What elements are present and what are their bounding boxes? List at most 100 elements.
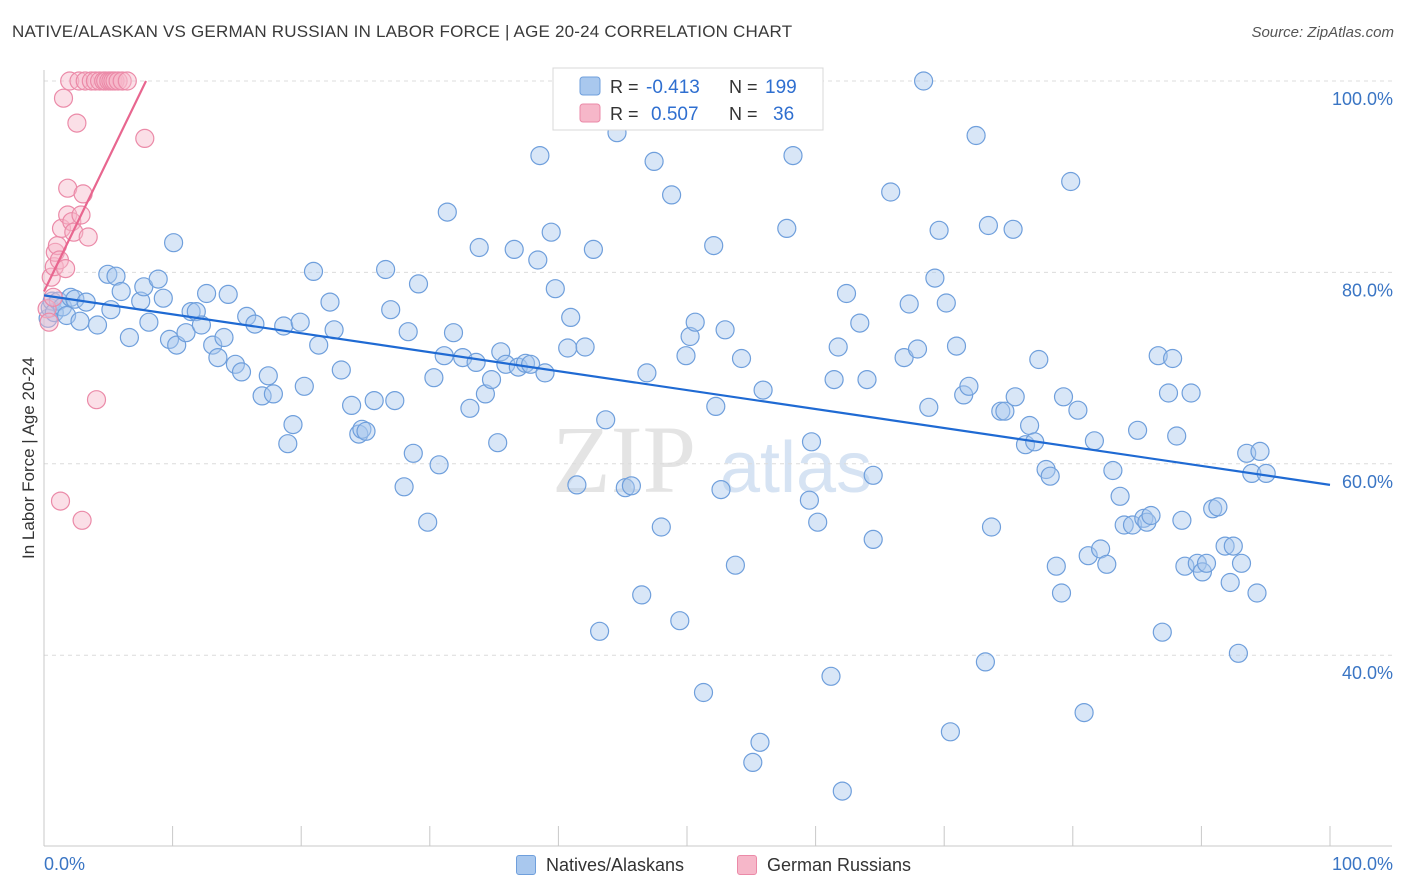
- point-natives-alaskans: [443, 323, 464, 343]
- point-natives-alaskans: [398, 322, 418, 342]
- point-natives-alaskans: [881, 182, 901, 202]
- point-natives-alaskans: [706, 396, 726, 416]
- axes: [43, 70, 1392, 847]
- point-natives-alaskans: [139, 312, 159, 332]
- point-german-russians: [72, 510, 92, 530]
- point-natives-alaskans: [991, 401, 1011, 421]
- point-natives-alaskans: [488, 433, 508, 453]
- point-natives-alaskans: [208, 348, 228, 368]
- point-natives-alaskans: [731, 348, 752, 369]
- point-german-russians: [53, 88, 74, 108]
- point-natives-alaskans: [693, 682, 714, 703]
- point-natives-alaskans: [1084, 431, 1105, 451]
- point-natives-alaskans: [231, 362, 252, 382]
- point-natives-alaskans: [1003, 219, 1023, 239]
- y-tick-label: 40.0%: [1342, 663, 1393, 683]
- point-natives-alaskans: [481, 370, 502, 390]
- point-natives-alaskans: [218, 284, 238, 304]
- point-natives-alaskans: [1250, 441, 1270, 461]
- trend-line-natives-alaskans: [43, 294, 1331, 486]
- point-natives-alaskans: [946, 336, 967, 356]
- point-natives-alaskans: [981, 517, 1002, 537]
- point-natives-alaskans: [936, 293, 956, 313]
- point-natives-alaskans: [919, 397, 939, 417]
- point-german-russians: [50, 491, 71, 511]
- stats-r-label-blue: R =: [610, 77, 639, 97]
- point-natives-alaskans: [567, 475, 587, 495]
- stats-r-value-blue: -0.413: [646, 77, 700, 98]
- point-natives-alaskans: [1005, 387, 1025, 407]
- point-natives-alaskans: [111, 281, 131, 302]
- legend-label-natives-alaskans: Natives/Alaskans: [546, 854, 685, 875]
- x-tick-label-min: 0.0%: [44, 854, 85, 874]
- point-natives-alaskans: [637, 363, 657, 383]
- stats-r-label-pink: R =: [610, 104, 639, 124]
- point-natives-alaskans: [1051, 583, 1072, 603]
- point-natives-alaskans: [263, 384, 283, 404]
- point-natives-alaskans: [725, 555, 746, 575]
- point-natives-alaskans: [408, 274, 429, 294]
- point-natives-alaskans: [907, 339, 928, 359]
- chart-source: Source: ZipAtlas.com: [1251, 24, 1394, 41]
- point-german-russians: [135, 128, 155, 148]
- point-natives-alaskans: [1162, 348, 1183, 369]
- point-natives-alaskans: [583, 239, 604, 259]
- point-natives-alaskans: [1172, 510, 1192, 530]
- point-natives-alaskans: [437, 202, 457, 222]
- point-natives-alaskans: [1208, 497, 1228, 517]
- point-natives-alaskans: [863, 465, 883, 485]
- point-natives-alaskans: [148, 269, 168, 289]
- point-german-russians: [86, 390, 107, 410]
- point-natives-alaskans: [475, 384, 495, 404]
- point-natives-alaskans: [1196, 553, 1217, 573]
- point-natives-alaskans: [331, 360, 351, 380]
- y-tick-label: 100.0%: [1332, 89, 1393, 109]
- y-tick-labels: 40.0% 60.0% 80.0% 100.0%: [1332, 89, 1393, 683]
- stats-n-value-pink: 36: [773, 104, 794, 125]
- point-natives-alaskans: [214, 327, 234, 348]
- trend-line-german-russians: [43, 80, 147, 293]
- point-natives-alaskans: [320, 292, 340, 312]
- point-natives-alaskans: [863, 529, 883, 550]
- point-natives-alaskans: [1223, 536, 1243, 556]
- point-natives-alaskans: [821, 666, 841, 686]
- point-natives-alaskans: [836, 283, 857, 304]
- point-natives-alaskans: [245, 314, 265, 334]
- series-german-russians: [37, 71, 155, 530]
- point-natives-alaskans: [661, 185, 682, 205]
- point-natives-alaskans: [106, 266, 126, 286]
- point-natives-alaskans: [203, 335, 223, 355]
- point-natives-alaskans: [828, 337, 848, 357]
- point-natives-alaskans: [743, 752, 763, 773]
- legend-item-german-russians: German Russians: [737, 852, 911, 878]
- point-natives-alaskans: [376, 259, 396, 280]
- point-german-russians: [112, 71, 132, 91]
- stats-n-label-blue: N =: [729, 77, 758, 97]
- point-natives-alaskans: [466, 352, 486, 372]
- point-natives-alaskans: [899, 294, 919, 314]
- point-natives-alaskans: [418, 512, 438, 532]
- point-natives-alaskans: [191, 315, 211, 335]
- point-natives-alaskans: [894, 348, 914, 368]
- point-natives-alaskans: [850, 313, 870, 333]
- point-natives-alaskans: [978, 215, 999, 236]
- point-natives-alaskans: [535, 363, 555, 383]
- point-natives-alaskans: [1122, 515, 1143, 535]
- point-german-russians: [67, 113, 87, 133]
- point-natives-alaskans: [913, 71, 934, 91]
- point-natives-alaskans: [680, 326, 700, 347]
- point-natives-alaskans: [959, 376, 979, 396]
- point-german-russians: [117, 71, 137, 91]
- point-natives-alaskans: [995, 401, 1015, 421]
- point-german-russians: [39, 312, 59, 332]
- x-ticks: [172, 826, 1331, 846]
- point-natives-alaskans: [561, 307, 581, 327]
- legend-swatch-pink: [737, 855, 757, 875]
- y-tick-label: 80.0%: [1342, 280, 1393, 300]
- y-tick-label: 60.0%: [1342, 472, 1393, 492]
- legend-item-natives-alaskans: Natives/Alaskans: [516, 852, 684, 878]
- point-natives-alaskans: [197, 283, 217, 304]
- point-natives-alaskans: [1220, 572, 1240, 593]
- point-natives-alaskans: [290, 312, 310, 332]
